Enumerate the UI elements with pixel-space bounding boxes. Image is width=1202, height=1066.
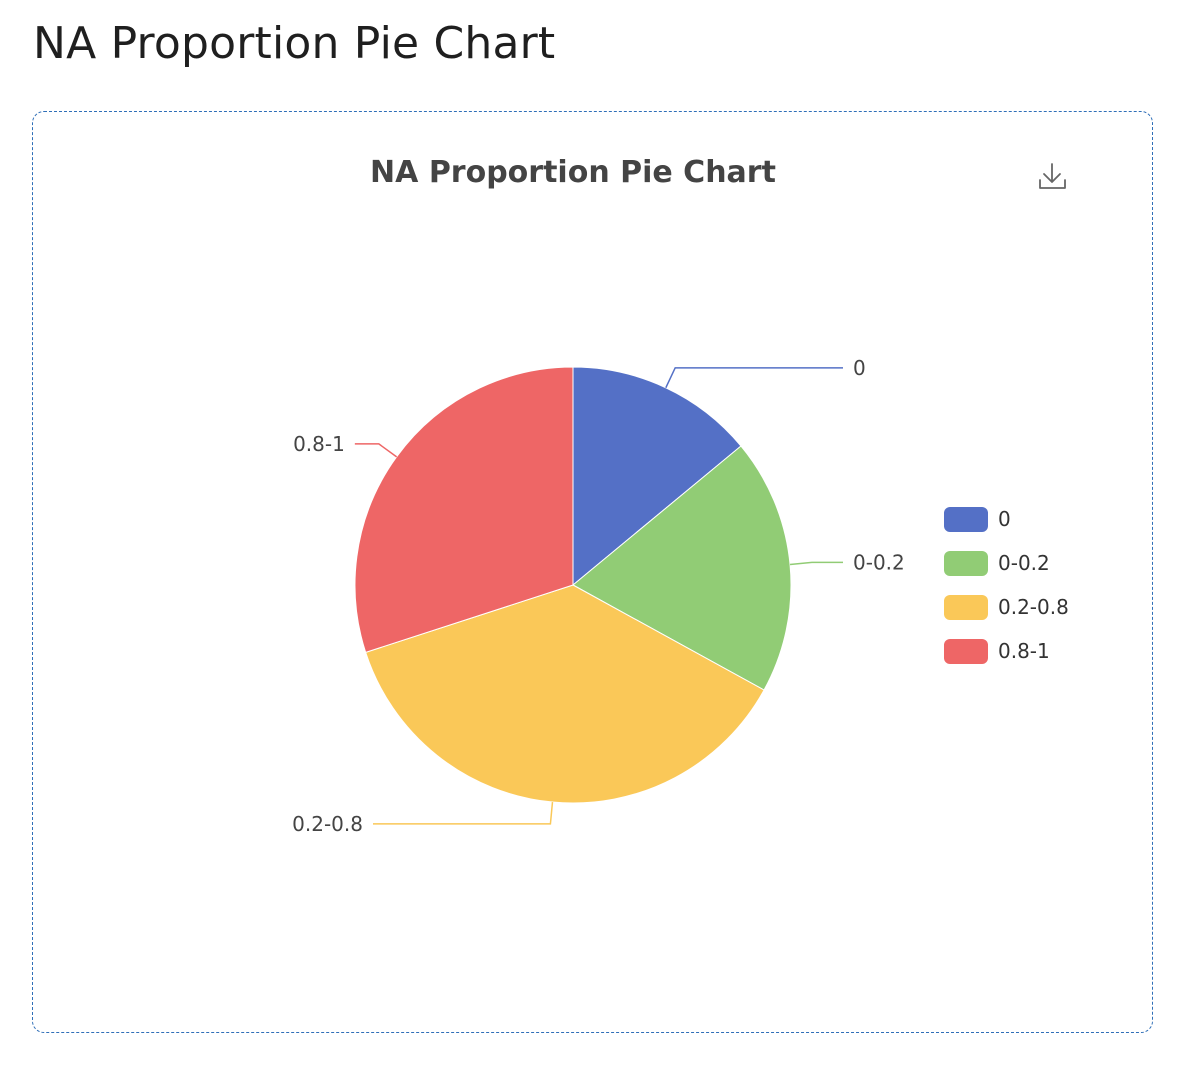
slice-label-2: 0.2-0.8 — [292, 812, 363, 836]
legend-swatch-1 — [944, 551, 988, 576]
legend-item-1[interactable]: 0-0.2 — [944, 551, 1050, 576]
legend-swatch-0 — [944, 507, 988, 532]
pie-slices — [354, 366, 792, 804]
leader-line-0 — [665, 367, 843, 389]
pie-chart: NA Proportion Pie Chart 0 0-0.2 0.2-0.8 0.8… — [292, 155, 1070, 836]
download-button[interactable] — [1036, 158, 1070, 194]
legend-label-3: 0.8-1 — [998, 639, 1050, 663]
legend-swatch-3 — [944, 639, 988, 664]
leader-line-3 — [354, 443, 398, 458]
legend-label-1: 0-0.2 — [998, 551, 1050, 575]
slice-label-1: 0-0.2 — [853, 550, 905, 574]
legend-item-0[interactable]: 0 — [944, 507, 1011, 532]
legend-label-2: 0.2-0.8 — [998, 595, 1069, 619]
pie-slice-0[interactable] — [572, 366, 742, 587]
legend-item-2[interactable]: 0.2-0.8 — [944, 595, 1069, 620]
slice-label-0: 0 — [853, 356, 866, 380]
pie-slice-1[interactable] — [572, 445, 792, 691]
legend-label-0: 0 — [998, 507, 1011, 531]
chart-title: NA Proportion Pie Chart — [370, 155, 776, 190]
slice-label-3: 0.8-1 — [293, 432, 345, 456]
leader-line-2 — [373, 801, 554, 825]
legend: 0 0-0.2 0.2-0.8 0.8-1 — [944, 507, 1069, 664]
pie-slice-3[interactable] — [354, 366, 574, 653]
leader-line-1 — [789, 561, 843, 566]
legend-swatch-2 — [944, 595, 988, 620]
slice-labels: 0 0-0.2 0.2-0.8 0.8-1 — [292, 356, 905, 836]
page-title: NA Proportion Pie Chart — [33, 18, 556, 69]
download-icon — [1039, 163, 1066, 189]
legend-item-3[interactable]: 0.8-1 — [944, 639, 1050, 664]
chart-card: NA Proportion Pie Chart 0 0-0.2 0.2-0.8 0.8… — [32, 111, 1153, 1033]
pie-slice-2[interactable] — [365, 584, 765, 804]
